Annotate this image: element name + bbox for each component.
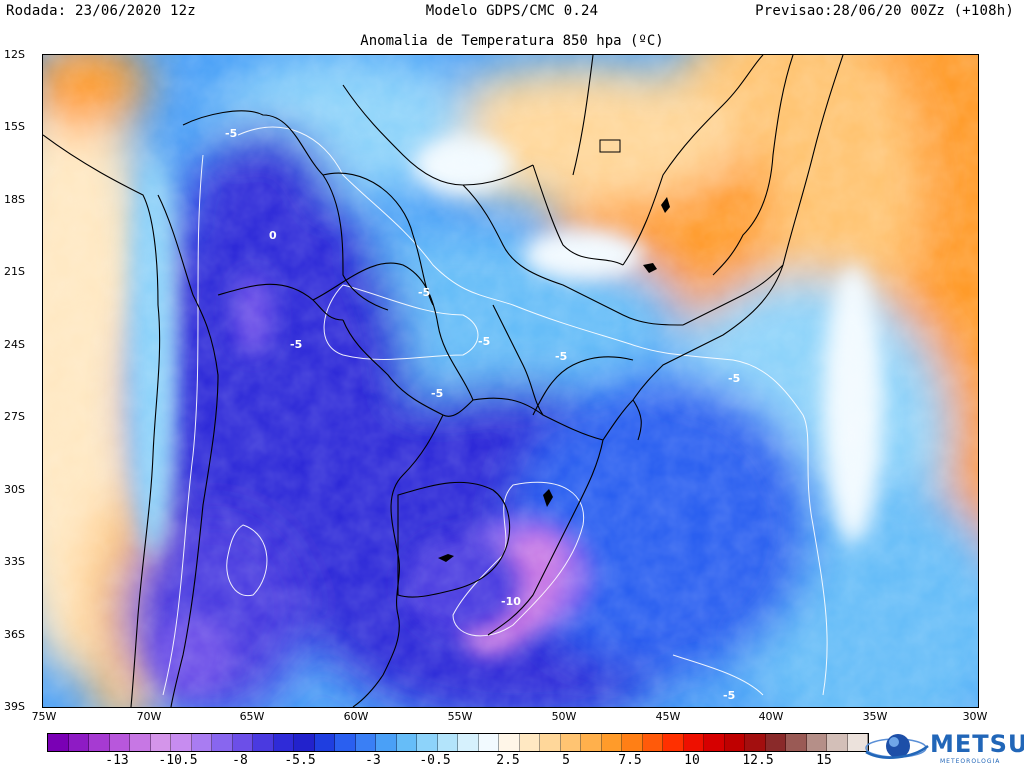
colorbar-swatch bbox=[827, 734, 848, 751]
colorbar-tick-label: 2.5 bbox=[496, 753, 520, 768]
contour-label: -5 bbox=[555, 350, 567, 363]
lon-label-60w: 60W bbox=[343, 710, 369, 723]
colorbar-swatch bbox=[704, 734, 725, 751]
contour-label: -5 bbox=[290, 338, 302, 351]
map-canvas: -5 0 -5 -5 -5 -5 -5 -5 -10 -5 bbox=[43, 55, 978, 707]
lon-label-30w: 30W bbox=[962, 710, 988, 723]
map-subtitle: Anomalia de Temperatura 850 hpa (ºC) bbox=[360, 33, 664, 49]
lon-label-65w: 65W bbox=[239, 710, 265, 723]
colorbar-swatch bbox=[417, 734, 438, 751]
lat-label-30s: 30S bbox=[4, 483, 25, 496]
colorbar-swatch bbox=[683, 734, 704, 751]
lon-label-35w: 35W bbox=[862, 710, 888, 723]
contour-label: -5 bbox=[418, 286, 430, 299]
metsul-logo: METSUL METEOROLOGIA bbox=[858, 728, 1024, 768]
colorbar-swatch bbox=[519, 734, 540, 751]
colorbar-tick-label: 12.5 bbox=[742, 753, 774, 768]
colorbar-swatch bbox=[294, 734, 315, 751]
lat-label-36s: 36S bbox=[4, 628, 25, 641]
lon-label-75w: 75W bbox=[31, 710, 57, 723]
colorbar-tick-label: -10.5 bbox=[158, 753, 198, 768]
colorbar-swatch bbox=[642, 734, 663, 751]
colorbar-swatch bbox=[437, 734, 458, 751]
colorbar-swatch bbox=[191, 734, 212, 751]
lat-label-24s: 24S bbox=[4, 338, 25, 351]
lat-label-15s: 15S bbox=[4, 120, 25, 133]
colorbar-swatch bbox=[212, 734, 233, 751]
colorbar-swatch bbox=[109, 734, 130, 751]
colorbar-swatch bbox=[396, 734, 417, 751]
lat-label-27s: 27S bbox=[4, 410, 25, 423]
contour-label: -10 bbox=[501, 595, 521, 608]
colorbar-swatch bbox=[273, 734, 294, 751]
colorbar-tick-label: 10 bbox=[684, 753, 700, 768]
colorbar-tick-label: -8 bbox=[232, 753, 248, 768]
lon-label-70w: 70W bbox=[136, 710, 162, 723]
colorbar-tick-label: 5 bbox=[562, 753, 570, 768]
colorbar-swatch bbox=[560, 734, 581, 751]
colorbar-swatch bbox=[786, 734, 807, 751]
lon-label-40w: 40W bbox=[758, 710, 784, 723]
colorbar-swatch bbox=[376, 734, 397, 751]
colorbar-swatch bbox=[314, 734, 335, 751]
colorbar-swatch bbox=[150, 734, 171, 751]
contour-label: -5 bbox=[431, 387, 443, 400]
colorbar-swatch bbox=[806, 734, 827, 751]
colorbar-tick-label: 7.5 bbox=[618, 753, 642, 768]
contour-label: -5 bbox=[728, 372, 740, 385]
lat-label-39s: 39S bbox=[4, 700, 25, 713]
colorbar-swatch bbox=[765, 734, 786, 751]
contour-label: -5 bbox=[225, 127, 237, 140]
colorbar-swatch bbox=[601, 734, 622, 751]
colorbar-swatch bbox=[232, 734, 253, 751]
colorbar-swatch bbox=[724, 734, 745, 751]
colorbar-swatch bbox=[745, 734, 766, 751]
lon-label-50w: 50W bbox=[551, 710, 577, 723]
colorbar-swatch bbox=[499, 734, 520, 751]
colorbar-tick-label: -13 bbox=[105, 753, 129, 768]
colorbar-swatch bbox=[458, 734, 479, 751]
lon-label-45w: 45W bbox=[655, 710, 681, 723]
lat-label-21s: 21S bbox=[4, 265, 25, 278]
lat-label-18s: 18S bbox=[4, 193, 25, 206]
colorbar-swatch bbox=[48, 734, 69, 751]
colorbar-swatch bbox=[622, 734, 643, 751]
brand-name: METSUL bbox=[930, 730, 1024, 758]
lat-label-12s: 12S bbox=[4, 48, 25, 61]
lon-label-55w: 55W bbox=[447, 710, 473, 723]
contour-label: -5 bbox=[478, 335, 490, 348]
colorbar-swatch bbox=[253, 734, 274, 751]
colorbar-tick-label: -3 bbox=[365, 753, 381, 768]
model-name-label: Modelo GDPS/CMC 0.24 bbox=[425, 3, 599, 19]
colorbar-swatch bbox=[540, 734, 561, 751]
colorbar-tick-label: -0.5 bbox=[419, 753, 451, 768]
contour-label: -5 bbox=[723, 689, 735, 702]
colorbar-swatch bbox=[581, 734, 602, 751]
lat-label-33s: 33S bbox=[4, 555, 25, 568]
colorbar-legend bbox=[47, 733, 869, 752]
run-date-label: Rodada: 23/06/2020 12z bbox=[6, 3, 196, 19]
colorbar-swatch bbox=[355, 734, 376, 751]
globe-icon bbox=[865, 734, 929, 759]
colorbar-swatch bbox=[89, 734, 110, 751]
colorbar-swatch bbox=[663, 734, 684, 751]
contour-label: 0 bbox=[269, 229, 277, 242]
colorbar-swatch bbox=[478, 734, 499, 751]
colorbar-swatch bbox=[171, 734, 192, 751]
colorbar-tick-label: 15 bbox=[816, 753, 832, 768]
colorbar-swatch bbox=[130, 734, 151, 751]
colorbar-swatch bbox=[68, 734, 89, 751]
colorbar-swatch bbox=[335, 734, 356, 751]
brand-tagline: METEOROLOGIA bbox=[940, 758, 1001, 765]
colorbar-tick-label: -5.5 bbox=[284, 753, 316, 768]
temperature-anomaly-map: -5 0 -5 -5 -5 -5 -5 -5 -10 -5 bbox=[42, 54, 979, 708]
colorbar-swatch bbox=[847, 734, 868, 751]
forecast-time-label: Previsao:28/06/20 00Zz (+108h) bbox=[755, 3, 1014, 19]
